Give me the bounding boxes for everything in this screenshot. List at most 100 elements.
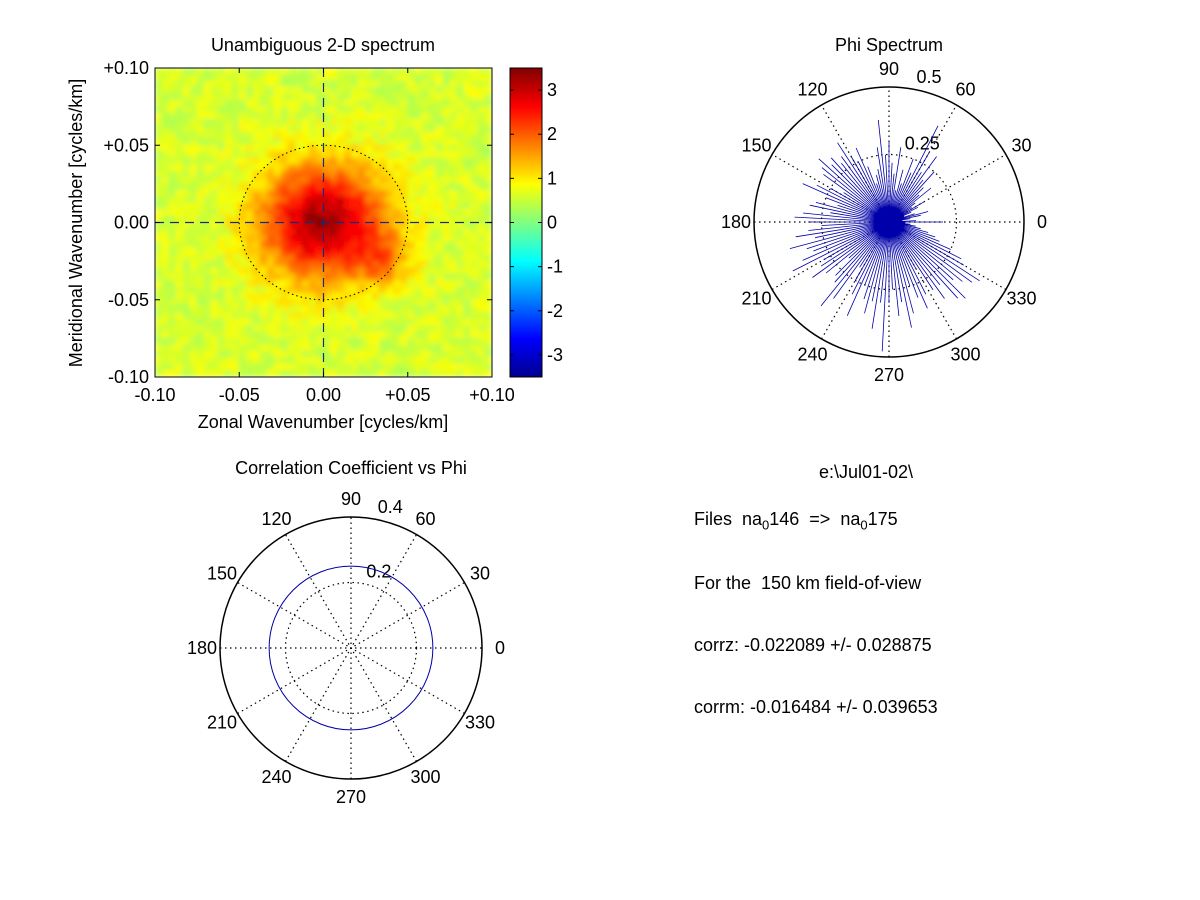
heatmap-cell (435, 215, 444, 223)
heatmap-cell (323, 138, 332, 146)
heatmap-cell (252, 131, 261, 140)
heatmap-cell (379, 209, 388, 217)
heatmap-cell (386, 138, 395, 146)
heatmap-x-ticks: -0.10 -0.05 0.00 +0.05 +0.10 (134, 68, 515, 405)
heatmap-cell (344, 131, 353, 140)
heatmap-cell (337, 254, 346, 262)
heatmap-cell (273, 292, 282, 301)
heatmap-cell (449, 241, 458, 249)
heatmap-cell (358, 202, 367, 211)
heatmap-cell (407, 164, 416, 172)
heatmap-cell (379, 299, 388, 307)
heatmap-cell (161, 125, 170, 133)
heatmap-cell (182, 344, 191, 352)
heatmap-cell (393, 267, 402, 275)
heatmap-cell (323, 228, 332, 236)
heatmap-cell (449, 247, 458, 256)
heatmap-cell (210, 73, 219, 82)
heatmap-cell (337, 331, 346, 339)
heatmap-cell (358, 305, 367, 314)
heatmap-cell (175, 370, 184, 377)
heatmap-cell (463, 99, 472, 108)
heatmap-cell (238, 112, 247, 120)
heatmap-cell (323, 99, 332, 108)
heatmap-cell (315, 254, 324, 262)
heatmap-cell (435, 337, 444, 346)
heatmap-cell (372, 73, 381, 82)
heatmap-cell (400, 73, 409, 82)
heatmap-cell (386, 254, 395, 262)
heatmap-cell (400, 344, 409, 352)
heatmap-cell (421, 112, 430, 120)
heatmap-cell (308, 228, 317, 236)
heatmap-cell (344, 86, 353, 95)
heatmap-cell (231, 112, 240, 120)
heatmap-cell (189, 106, 198, 114)
heatmap-cell (379, 337, 388, 346)
heatmap-cell (168, 331, 177, 339)
heatmap-cell (231, 125, 240, 133)
heatmap-cell (442, 68, 451, 75)
heatmap-cell (477, 312, 486, 320)
heatmap-cell (217, 357, 226, 365)
heatmap-cell (217, 260, 226, 269)
heatmap-cell (189, 157, 198, 166)
heatmap-cell (456, 189, 465, 198)
heatmap-cell (217, 222, 226, 230)
heatmap-cell (379, 363, 388, 372)
heatmap-cell (252, 370, 261, 377)
heatmap-cell (337, 267, 346, 275)
heatmap-cell (217, 363, 226, 372)
heatmap-cell (252, 292, 261, 301)
heatmap-cell (287, 279, 296, 288)
heatmap-cell (259, 363, 268, 372)
heatmap-cell (358, 318, 367, 326)
polar-angle-label: 150 (207, 564, 237, 584)
heatmap-cell (428, 286, 437, 294)
heatmap-cell (470, 196, 479, 204)
heatmap-cell (330, 247, 339, 256)
heatmap-cell (358, 267, 367, 275)
heatmap-cell (484, 260, 492, 269)
heatmap-cell (442, 131, 451, 140)
heatmap-cell (155, 267, 163, 275)
heatmap-cell (421, 312, 430, 320)
heatmap-cell (210, 202, 219, 211)
heatmap-cell (484, 125, 492, 133)
heatmap-cell (315, 189, 324, 198)
heatmap-cell (337, 80, 346, 88)
heatmap-cell (238, 286, 247, 294)
heatmap-cell (210, 286, 219, 294)
heatmap-cell (175, 273, 184, 281)
heatmap-cell (365, 209, 374, 217)
heatmap-cell (351, 86, 360, 95)
heatmap-cell (217, 312, 226, 320)
heatmap-cell (287, 247, 296, 256)
heatmap-cell (484, 325, 492, 333)
heatmap-cell (224, 350, 233, 359)
heatmap-cell (365, 151, 374, 159)
heatmap-cell (210, 337, 219, 346)
heatmap-cell (477, 363, 486, 372)
heatmap-cell (323, 331, 332, 339)
heatmap-cell (421, 286, 430, 294)
heatmap-cell (372, 273, 381, 281)
heatmap-cell (175, 112, 184, 120)
heatmap-cell (358, 215, 367, 223)
heatmap-cell (379, 144, 388, 153)
heatmap-cell (315, 344, 324, 352)
heatmap-cell (372, 325, 381, 333)
heatmap-cell (435, 170, 444, 178)
heatmap-cell (421, 279, 430, 288)
heatmap-cell (323, 189, 332, 198)
heatmap-cell (196, 312, 205, 320)
heatmap-cell (372, 222, 381, 230)
heatmap-cell (484, 305, 492, 314)
heatmap-cell (337, 247, 346, 256)
heatmap-cell (196, 363, 205, 372)
heatmap-cell (463, 86, 472, 95)
heatmap-cell (393, 299, 402, 307)
heatmap-cell (287, 151, 296, 159)
heatmap-cell (245, 189, 254, 198)
heatmap-cell (456, 254, 465, 262)
